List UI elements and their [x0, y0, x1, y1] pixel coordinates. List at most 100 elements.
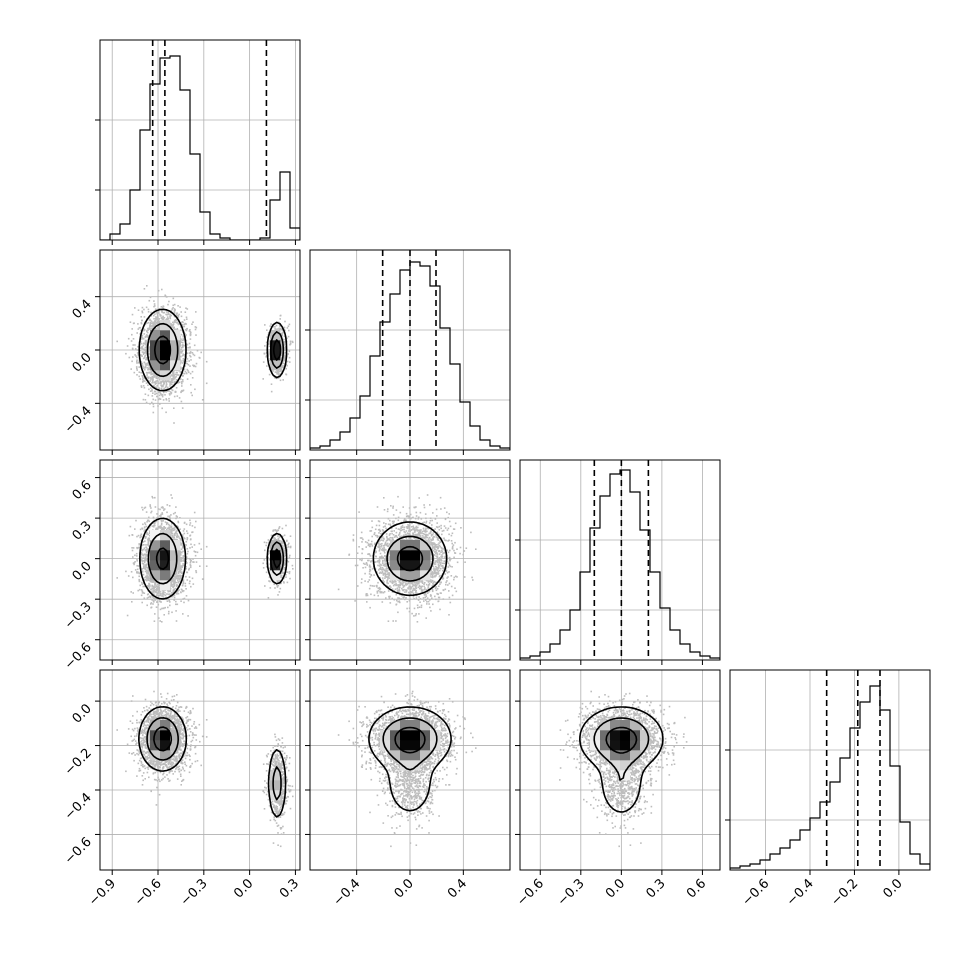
sample-point: [136, 356, 138, 359]
sample-point: [148, 364, 151, 367]
density-cell: [170, 340, 181, 351]
sample-point: [283, 358, 286, 361]
sample-point: [170, 525, 173, 528]
sample-point: [286, 539, 288, 542]
sample-point: [165, 295, 167, 298]
sample-point: [154, 369, 157, 372]
sample-point: [172, 373, 175, 375]
sample-point: [155, 392, 158, 395]
sample-point: [162, 591, 164, 594]
sample-point: [141, 364, 144, 367]
sample-point: [144, 556, 147, 559]
sample-point: [205, 382, 208, 385]
sample-point: [176, 578, 178, 580]
sample-point: [170, 379, 173, 382]
sample-point: [284, 351, 286, 354]
sample-point: [161, 388, 163, 391]
sample-point: [140, 342, 143, 345]
sample-point: [156, 320, 159, 322]
sample-point: [139, 528, 142, 531]
sample-point: [171, 389, 174, 392]
sample-point: [182, 321, 184, 324]
sample-point: [169, 314, 172, 316]
sample-point: [285, 367, 287, 370]
sample-point: [268, 353, 270, 356]
sample-point: [144, 368, 146, 371]
sample-point: [156, 312, 158, 315]
sample-point: [170, 580, 172, 583]
sample-point: [141, 570, 144, 572]
sample-point: [277, 538, 280, 540]
sample-point: [184, 370, 187, 373]
sample-point: [158, 373, 161, 376]
sample-point: [178, 577, 181, 579]
sample-point: [161, 512, 163, 514]
sample-point: [195, 334, 197, 336]
sample-point: [154, 308, 157, 310]
sample-point: [176, 395, 179, 397]
sample-point: [127, 337, 130, 340]
sample-point: [149, 504, 151, 506]
sample-point: [283, 343, 286, 346]
sample-point: [166, 380, 168, 383]
sample-point: [145, 544, 147, 546]
sample-point: [147, 377, 150, 380]
sample-point: [157, 377, 160, 379]
panel-frame: [99, 39, 301, 241]
sample-point: [280, 367, 283, 369]
sample-point: [171, 534, 174, 537]
sample-point: [181, 346, 183, 349]
sample-point: [136, 535, 138, 538]
sample-point: [148, 349, 150, 351]
sample-point: [276, 373, 278, 375]
sample-point: [275, 324, 278, 327]
sample-point: [152, 405, 155, 408]
sample-point: [140, 354, 142, 356]
sample-point: [148, 347, 151, 349]
sample-point: [281, 344, 283, 346]
sample-point: [139, 536, 141, 539]
sample-point: [284, 329, 286, 332]
sample-point: [179, 339, 182, 342]
sample-point: [138, 371, 141, 373]
sample-point: [146, 322, 148, 324]
sample-point: [172, 375, 174, 378]
sample-point: [149, 376, 152, 379]
sample-point: [189, 534, 192, 537]
sample-point: [152, 323, 155, 325]
sample-point: [147, 361, 150, 364]
sample-point: [162, 590, 165, 592]
sample-point: [172, 323, 175, 325]
sample-point: [143, 386, 146, 389]
sample-point: [132, 576, 134, 579]
sample-point: [152, 326, 154, 328]
sample-point: [161, 385, 164, 388]
sample-point: [161, 288, 163, 291]
sample-point: [142, 582, 145, 585]
sample-point: [152, 374, 155, 376]
sample-point: [268, 352, 270, 354]
sample-point: [194, 326, 197, 328]
sample-point: [177, 581, 180, 583]
sample-point: [182, 555, 185, 557]
sample-point: [177, 590, 179, 593]
sample-point: [171, 383, 173, 385]
sample-point: [136, 555, 138, 557]
sample-point: [142, 541, 145, 543]
sample-point: [147, 371, 150, 374]
sample-point: [181, 551, 183, 554]
sample-point: [166, 318, 168, 320]
sample-point: [166, 316, 169, 318]
sample-point: [163, 508, 166, 510]
sample-point: [161, 318, 164, 320]
sample-point: [179, 559, 182, 561]
sample-point: [283, 341, 285, 343]
sample-point: [156, 375, 158, 377]
sample-point: [189, 346, 191, 348]
sample-point: [146, 362, 149, 365]
sample-point: [168, 393, 171, 395]
sample-point: [147, 321, 150, 324]
sample-point: [146, 521, 148, 523]
sample-point: [286, 337, 288, 340]
sample-point: [158, 387, 161, 389]
